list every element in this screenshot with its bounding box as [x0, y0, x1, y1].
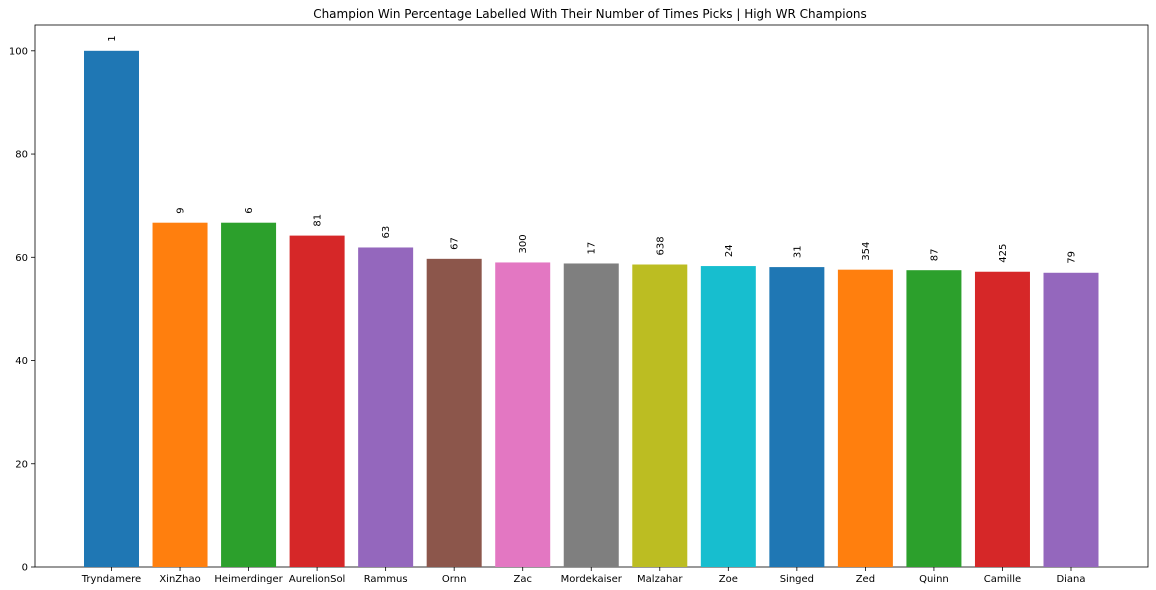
x-tick-label: Rammus — [364, 574, 408, 585]
y-tick-label: 0 — [22, 563, 28, 574]
bar — [974, 271, 1030, 567]
bar — [769, 267, 825, 567]
y-tick-label: 60 — [15, 253, 28, 264]
bar-data-label: 31 — [792, 245, 803, 258]
x-tick-label: Heimerdinger — [214, 574, 283, 585]
bar — [289, 235, 345, 567]
y-tick-label: 20 — [15, 459, 28, 470]
bar-data-label: 87 — [929, 248, 940, 261]
bar — [84, 50, 139, 568]
x-tick-label: Ornn — [442, 574, 466, 585]
bar — [1043, 272, 1099, 567]
bar-data-label: 425 — [998, 244, 1009, 263]
bar — [495, 262, 551, 567]
bar — [358, 247, 414, 567]
bar-data-label: 79 — [1067, 251, 1078, 264]
bar-data-label: 1 — [107, 35, 118, 41]
bar — [221, 222, 277, 567]
bar — [426, 258, 482, 567]
bar-data-label: 6 — [244, 207, 255, 213]
y-tick-label: 40 — [15, 356, 28, 367]
x-tick-label: Diana — [1056, 574, 1085, 585]
y-tick-label: 100 — [9, 46, 28, 57]
bar-data-label: 300 — [518, 234, 529, 253]
bar — [563, 263, 619, 567]
x-tick-label: XinZhao — [159, 574, 200, 585]
bar-data-label: 24 — [724, 244, 735, 257]
bar — [632, 264, 688, 567]
bar-data-label: 9 — [176, 207, 187, 213]
x-tick-label: Singed — [780, 574, 814, 585]
bar-data-label: 638 — [655, 236, 666, 255]
x-tick-label: Mordekaiser — [561, 574, 623, 585]
plot-area: 0 20 40 60 80 100 Tryndamere 1 XinZhao 9 Heimerdin… — [9, 24, 1149, 585]
bar-data-label: 81 — [313, 214, 324, 227]
y-tick-label: 80 — [15, 150, 28, 161]
x-tick-label: Zoe — [719, 574, 738, 585]
x-tick-label: Zed — [856, 574, 875, 585]
bar — [837, 269, 893, 567]
x-tick-label: AurelionSol — [289, 574, 345, 585]
bar-data-label: 17 — [587, 242, 598, 255]
bar — [152, 222, 208, 567]
x-tick-label: Camille — [984, 574, 1021, 585]
x-tick-label: Quinn — [919, 574, 949, 585]
bar-data-label: 354 — [861, 242, 872, 261]
chart-title: Champion Win Percentage Labelled With Th… — [313, 7, 867, 21]
x-tick-label: Malzahar — [637, 574, 683, 585]
bar — [700, 266, 756, 567]
bar-data-label: 63 — [381, 226, 392, 239]
x-tick-label: Tryndamere — [81, 574, 141, 585]
bar — [906, 270, 962, 567]
bar-data-label: 67 — [450, 237, 461, 250]
x-tick-label: Zac — [513, 574, 531, 585]
